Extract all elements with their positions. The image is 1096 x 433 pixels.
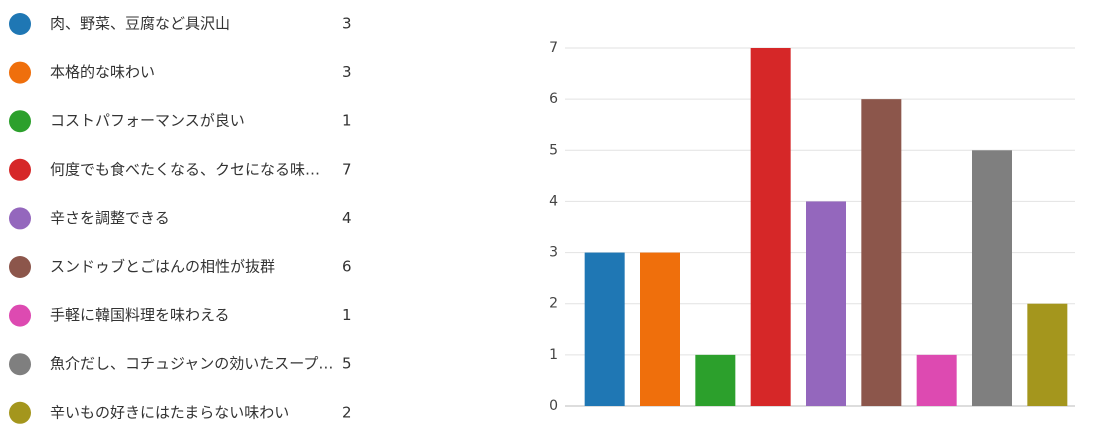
y-tick-label: 7 [549,40,558,56]
bar [806,201,846,406]
bar [916,354,957,406]
legend-marker [9,158,31,181]
legend-marker [9,110,31,133]
legend-marker [9,207,31,230]
bar [584,252,625,406]
legend-count: 2 [342,403,352,421]
bar [972,150,1012,406]
legend-count: 4 [342,209,352,227]
y-tick-label: 5 [549,142,558,158]
y-tick-label: 0 [549,398,558,414]
legend-label: 肉、野菜、豆腐など具沢山 [50,15,230,33]
legend-count: 6 [342,258,352,276]
y-tick-label: 4 [549,193,558,209]
bar [695,354,736,406]
legend-marker [9,61,31,84]
bar [640,252,680,406]
legend-label: 手軽に韓国料理を味わえる [50,306,230,324]
legend-label: 何度でも食べたくなる、クセになる味… [50,160,320,178]
legend-count: 3 [342,63,352,81]
legend-marker [9,353,31,376]
legend-label: スンドゥブとごはんの相性が抜群 [50,258,275,276]
legend-label: 魚介だし、コチュジャンの効いたスープ… [50,355,333,373]
legend-count: 1 [342,112,352,130]
legend-label: 辛さを調整できる [50,209,170,227]
legend-count: 1 [342,306,352,324]
legend-marker [9,13,31,35]
legend-count: 5 [342,355,352,373]
legend-label: 辛いもの好きにはたまらない味わい [50,403,289,421]
y-tick-label: 3 [549,245,558,261]
legend-count: 7 [342,160,352,178]
legend-marker [9,401,31,424]
legend-label: コストパフォーマンスが良い [50,112,245,130]
legend-count: 3 [342,15,352,33]
y-tick-label: 2 [549,296,558,312]
legend-marker [9,256,31,278]
legend-label: 本格的な味わい [50,63,155,81]
y-tick-label: 6 [549,91,558,107]
legend-marker [9,304,31,327]
bar [1027,303,1068,406]
bar [861,99,902,407]
y-tick-label: 1 [549,347,558,363]
bar [750,48,791,406]
